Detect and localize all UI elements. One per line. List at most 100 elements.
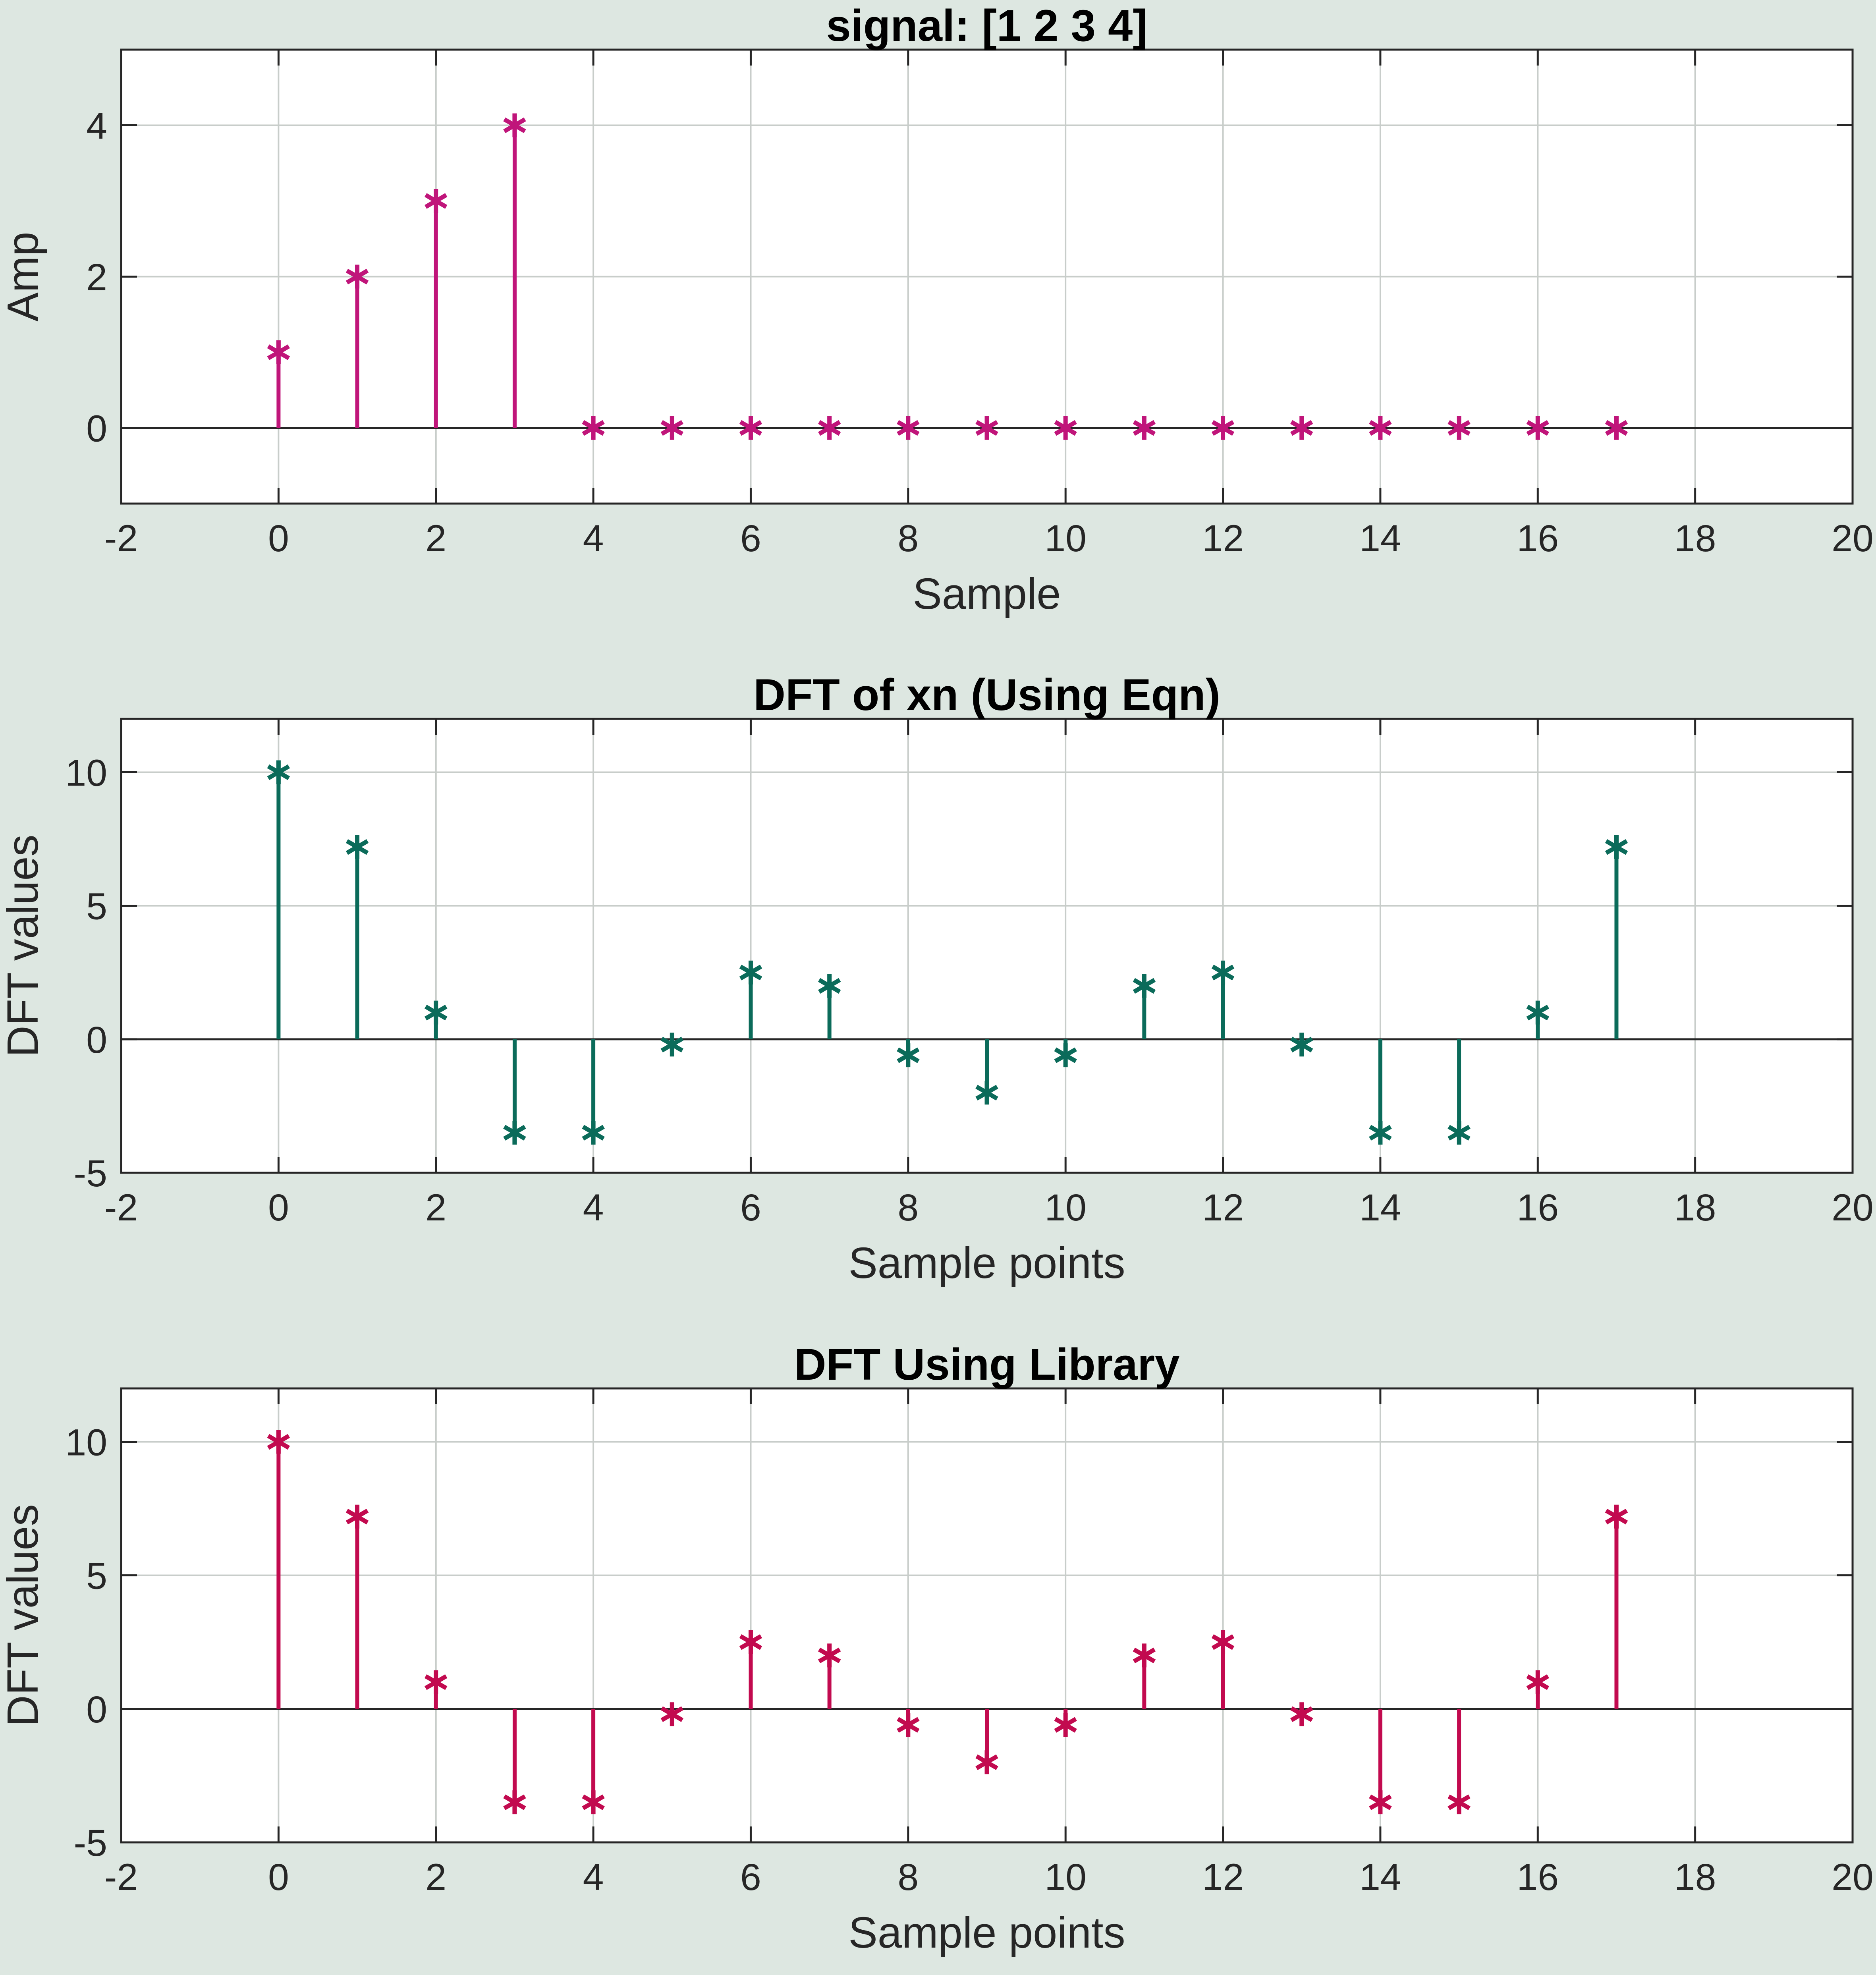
asterisk-marker (1054, 416, 1077, 440)
marker-stroke (660, 1706, 684, 1722)
x-tick-label: 6 (740, 517, 761, 560)
asterisk-marker (1211, 960, 1235, 985)
stem-mark (424, 1670, 448, 1709)
y-tick-label: 5 (86, 1555, 107, 1597)
asterisk-marker (739, 960, 762, 985)
asterisk-marker (1290, 1702, 1313, 1726)
asterisk-marker (503, 1790, 526, 1815)
y-axis-label: Amp (0, 232, 47, 321)
asterisk-marker (1526, 1670, 1550, 1694)
asterisk-marker (1526, 416, 1550, 440)
asterisk-marker (582, 1790, 605, 1815)
x-axis-label: Sample points (848, 1908, 1125, 1957)
marker-stroke (1211, 1634, 1235, 1650)
marker-stroke (739, 964, 762, 981)
x-tick-label: 12 (1202, 1187, 1244, 1229)
x-tick-label: 18 (1674, 517, 1716, 560)
x-tick-label: 20 (1832, 1856, 1874, 1898)
stem-mark (582, 416, 605, 440)
stem-mark (1369, 416, 1392, 440)
marker-stroke (345, 1508, 369, 1525)
stem-mark (424, 189, 448, 428)
plot-area (121, 719, 1853, 1173)
stem-mark (503, 1039, 526, 1145)
y-tick-label: 2 (86, 257, 107, 299)
asterisk-marker (1054, 1713, 1077, 1737)
marker-stroke (1605, 1508, 1628, 1525)
y-tick-label: -5 (74, 1822, 107, 1864)
y-tick-label: 5 (86, 886, 107, 928)
asterisk-marker (1369, 416, 1392, 440)
marker-stroke (582, 1125, 605, 1141)
asterisk-marker (345, 1504, 369, 1529)
asterisk-marker (660, 416, 684, 440)
asterisk-marker (1369, 1790, 1392, 1815)
stem-mark (1133, 416, 1156, 440)
asterisk-marker (1290, 416, 1313, 440)
marker-stroke (267, 344, 290, 360)
marker-stroke (1448, 1125, 1471, 1141)
asterisk-marker (818, 416, 841, 440)
marker-stroke (818, 420, 841, 436)
x-tick-label: 8 (897, 1856, 919, 1898)
marker-stroke (424, 193, 448, 209)
stem-mark (1133, 974, 1156, 1039)
marker-stroke (503, 1794, 526, 1810)
marker-stroke (1369, 1125, 1392, 1141)
x-tick-label: 14 (1359, 1187, 1401, 1229)
stem-mark (975, 1039, 998, 1105)
x-tick-label: 18 (1674, 1856, 1716, 1898)
stem-mark (660, 416, 684, 440)
x-tick-label: -2 (104, 1856, 138, 1898)
x-tick-label: 8 (897, 1187, 919, 1229)
x-tick-label: 10 (1044, 1856, 1087, 1898)
marker-stroke (503, 117, 526, 133)
marker-stroke (267, 764, 290, 780)
asterisk-marker (1448, 1121, 1471, 1145)
stem-mark (1054, 1039, 1077, 1068)
x-tick-label: 0 (268, 1187, 289, 1229)
y-tick-label: 10 (65, 1421, 107, 1463)
x-tick-label: 4 (583, 517, 604, 560)
data-series (267, 113, 1628, 440)
x-tick-label: 2 (425, 1187, 446, 1229)
asterisk-marker (818, 1643, 841, 1668)
stem-mark (1133, 1643, 1156, 1709)
subplot-signal: -2 0 2 4 6 8 10 12 14 16 18 20 0 2 4 signal: [1 2 3 4] S… (0, 1, 1874, 618)
marker-stroke (1133, 1647, 1156, 1664)
stem-mark (345, 835, 369, 1039)
marker-stroke (267, 1434, 290, 1450)
asterisk-marker (1054, 1043, 1077, 1068)
asterisk-marker (739, 1630, 762, 1654)
x-tick-label: 10 (1044, 1187, 1087, 1229)
marker-stroke (818, 1647, 841, 1664)
subplot-dft-eqn: -2 0 2 4 6 8 10 12 14 16 18 20 -5 0 5 10 DFT of xn (Usin… (0, 670, 1874, 1288)
plot-title: signal: [1 2 3 4] (826, 1, 1147, 50)
asterisk-marker (1369, 1121, 1392, 1145)
asterisk-marker (1605, 835, 1628, 859)
stem-mark (503, 1709, 526, 1815)
asterisk-marker (1526, 1000, 1550, 1025)
x-tick-label: 0 (268, 517, 289, 560)
marker-stroke (660, 420, 684, 436)
marker-stroke (897, 420, 920, 436)
marker-stroke (345, 268, 369, 285)
x-tick-label: 2 (425, 517, 446, 560)
stem-mark (1290, 1702, 1313, 1726)
ticks: -2 0 2 4 6 8 10 12 14 16 18 20 0 2 4 (86, 50, 1874, 560)
y-tick-label: 0 (86, 1689, 107, 1731)
y-tick-label: 0 (86, 1019, 107, 1061)
stem-mark (1290, 416, 1313, 440)
marker-stroke (897, 1717, 920, 1733)
asterisk-marker (975, 1081, 998, 1105)
marker-stroke (897, 1047, 920, 1063)
subplot-dft-library: -2 0 2 4 6 8 10 12 14 16 18 20 -5 0 5 10 DFT Using Libra… (0, 1340, 1874, 1957)
axes-box (120, 1387, 1854, 1844)
asterisk-marker (424, 1000, 448, 1025)
marker-stroke (1526, 1004, 1550, 1021)
ticks: -2 0 2 4 6 8 10 12 14 16 18 20 -5 0 5 10 (65, 1388, 1874, 1898)
stem-mark (424, 1000, 448, 1039)
x-tick-label: 14 (1359, 1856, 1401, 1898)
stem-mark (818, 1643, 841, 1709)
